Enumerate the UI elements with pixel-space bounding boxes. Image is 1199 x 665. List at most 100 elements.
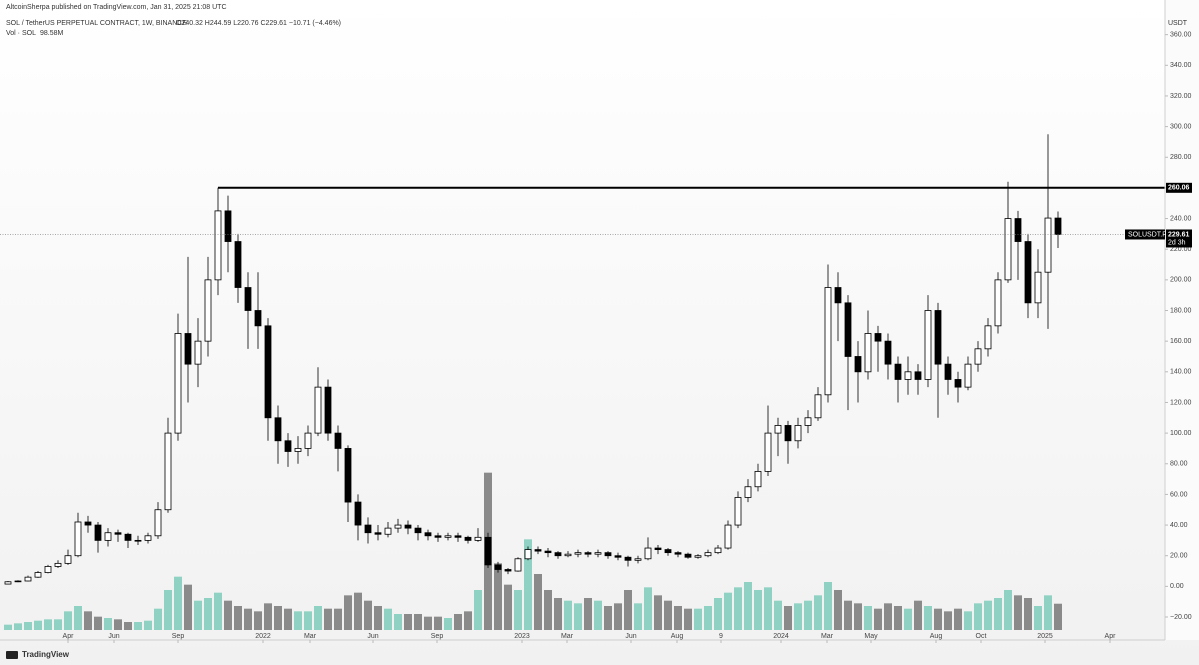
volume-bar: [84, 611, 92, 630]
volume-bar: [604, 606, 612, 630]
volume-bar: [344, 595, 352, 630]
axis-unit: USDT: [1168, 20, 1188, 27]
volume-bar: [274, 606, 282, 630]
volume-bar: [234, 606, 242, 630]
x-tick-label: 9: [719, 633, 723, 640]
candle-body: [254, 310, 262, 327]
y-tick-label: 320.00: [1170, 93, 1192, 100]
candle-body: [484, 536, 492, 566]
candle-body: [144, 535, 152, 541]
volume-bar: [764, 587, 772, 630]
volume-bar: [454, 614, 462, 630]
volume-bar: [834, 590, 842, 630]
volume-bar: [444, 618, 452, 630]
candle-body: [724, 524, 732, 549]
volume-bar: [504, 584, 512, 630]
volume-bar: [564, 600, 572, 630]
y-tick-label: 0.00: [1170, 583, 1184, 590]
y-tick-label: −20.00: [1170, 614, 1192, 621]
volume-bar: [644, 587, 652, 630]
candle-body: [734, 497, 742, 526]
axes: −20.00 0.00 20.00 40.00 60.00 80.00 100.00 120.…: [63, 31, 1192, 643]
volume-bar: [124, 622, 132, 630]
candle-body: [824, 287, 832, 396]
candle-body: [424, 532, 432, 537]
candle-body: [1054, 217, 1062, 235]
volume-bar: [474, 590, 482, 630]
brand-name: TradingView: [22, 650, 70, 659]
candle-body: [984, 325, 992, 350]
candle-body: [464, 536, 472, 541]
candle-body: [1014, 218, 1022, 242]
candle-body: [924, 310, 932, 380]
volume-bar: [174, 576, 182, 630]
x-tick-label: Sep: [172, 633, 185, 640]
y-tick-label: 180.00: [1170, 307, 1192, 314]
volume-bar: [194, 600, 202, 630]
candle-body: [114, 532, 122, 535]
volume-bar: [894, 606, 902, 630]
volume-bar: [654, 595, 662, 630]
price-axis-bg: [1165, 0, 1199, 640]
volume-bar: [464, 611, 472, 630]
candle-body: [154, 509, 162, 537]
candle-body: [134, 539, 142, 542]
candle-body: [524, 549, 532, 560]
candle-body: [494, 564, 502, 570]
volume-bar: [534, 574, 542, 630]
candle-body: [334, 432, 342, 449]
candle-body: [974, 348, 982, 365]
candle-body: [1034, 271, 1042, 304]
x-tick-label: Aug: [671, 633, 684, 640]
candle-body: [44, 566, 52, 573]
candle-body: [374, 532, 382, 535]
y-tick-label: 300.00: [1170, 123, 1192, 130]
volume-bar: [434, 616, 442, 630]
volume-bar: [254, 611, 262, 630]
candle-body: [744, 486, 752, 498]
candle-body: [234, 241, 242, 288]
y-tick-label: 40.00: [1170, 522, 1188, 529]
candle-body: [1024, 241, 1032, 304]
volume-bar: [734, 587, 742, 630]
volume-bar: [264, 603, 272, 630]
volume-bar: [584, 598, 592, 630]
y-tick-label: 140.00: [1170, 369, 1192, 376]
candle-body: [94, 524, 102, 541]
candle-body: [74, 521, 82, 557]
volume-bar: [984, 600, 992, 630]
candle-body: [624, 556, 632, 561]
x-tick-label: Mar: [304, 633, 317, 640]
candle-body: [694, 555, 702, 558]
x-tick-label: Mar: [561, 633, 574, 640]
x-tick-label: 2023: [514, 633, 530, 640]
x-tick-label: Aug: [930, 633, 943, 640]
countdown-label: 2d 3h: [1168, 239, 1186, 246]
volume-bar: [354, 592, 362, 630]
candle-body: [534, 549, 542, 552]
y-tick-label: 340.00: [1170, 62, 1192, 69]
candle-body: [174, 333, 182, 434]
y-tick-label: 120.00: [1170, 399, 1192, 406]
volume-bar: [724, 592, 732, 630]
candle-body: [84, 521, 92, 526]
volume-bar: [884, 603, 892, 630]
volume-bar: [284, 608, 292, 630]
candle-body: [754, 471, 762, 488]
volume-bar: [544, 590, 552, 630]
volume-bar: [914, 600, 922, 630]
volume-bar: [384, 608, 392, 630]
candle-body: [864, 333, 872, 373]
candle-body: [344, 448, 352, 503]
x-tick-label: 2022: [255, 633, 271, 640]
candle-body: [614, 555, 622, 558]
volume-bar: [794, 603, 802, 630]
volume-bar: [204, 598, 212, 630]
volume-bar: [774, 600, 782, 630]
volume-bar: [514, 590, 522, 630]
candle-body: [364, 524, 372, 534]
candle-body: [874, 333, 882, 342]
volume-bar: [994, 598, 1002, 630]
volume-bar: [414, 614, 422, 630]
volume-bar: [614, 603, 622, 630]
